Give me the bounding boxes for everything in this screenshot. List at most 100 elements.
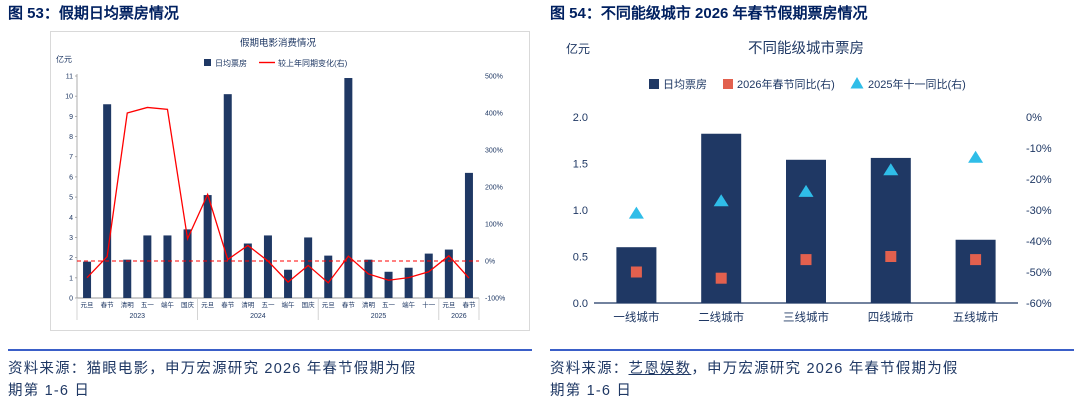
figure-54-title: 图 54：不同能级城市 2026 年春节假期票房情况 [550, 5, 868, 22]
legend-label-nationalday-yoy: 2025年十一同比(右) [868, 77, 966, 91]
source-prefix: 资料来源： [550, 361, 629, 377]
axis-unit-label: 亿元 [56, 54, 72, 64]
legend-label-line: 较上年同期变化(右) [278, 58, 348, 68]
daily-boxoffice-bar [284, 269, 293, 298]
left-axis-tick-label: 0.5 [573, 252, 588, 264]
daily-boxoffice-bar [83, 261, 92, 298]
right-axis-tick-label: -50% [1026, 267, 1052, 279]
category-label: 春节 [462, 300, 476, 309]
category-label: 元旦 [81, 301, 95, 309]
nationalday-yoy-marker [798, 184, 814, 197]
category-label: 元旦 [442, 301, 456, 309]
daily-boxoffice-bar [324, 255, 333, 298]
source-text-line2: 期第 1-6 日 [550, 383, 633, 400]
legend-label-bars: 日均票房 [663, 78, 707, 91]
year-label: 2024 [250, 313, 266, 320]
figure-54-divider [550, 349, 1074, 351]
nationalday-yoy-marker [968, 150, 984, 163]
daily-boxoffice-bar [304, 237, 313, 298]
daily-boxoffice-bar [223, 94, 232, 298]
left-axis-tick-label: 11 [66, 74, 73, 81]
category-label: 春节 [101, 300, 115, 309]
daily-boxoffice-bar [183, 229, 192, 298]
right-axis-tick-label: 300% [485, 148, 503, 155]
category-label: 端午 [161, 300, 175, 309]
spring-yoy-marker [885, 251, 897, 262]
category-label: 五线城市 [953, 310, 999, 324]
nationalday-yoy-marker [628, 206, 644, 219]
legend-triangle-swatch [850, 77, 864, 89]
left-axis-tick-label: 6 [69, 174, 73, 181]
category-label: 一线城市 [613, 310, 659, 324]
spring-yoy-marker [800, 254, 812, 266]
left-axis-tick-label: 1.5 [573, 159, 588, 171]
category-label: 二线城市 [698, 310, 744, 324]
right-axis-tick-label: 0% [1026, 112, 1042, 124]
daily-boxoffice-bar [203, 195, 212, 298]
figure-54-panel: 图 54：不同能级城市 2026 年春节假期票房情况 不同能级城市票房 亿元日均票… [540, 0, 1080, 417]
chart-title: 不同能级城市票房 [748, 40, 864, 57]
figure-53-source: 资料来源：猫眼电影，申万宏源研究 2026 年春节假期为假 期第 1-6 日 [8, 358, 532, 403]
category-label: 春节 [221, 300, 235, 309]
category-label: 国庆 [302, 300, 316, 309]
figure-53-divider [8, 349, 532, 351]
left-axis-tick-label: 2.0 [573, 112, 588, 124]
daily-boxoffice-bar [444, 249, 453, 298]
daily-boxoffice-bar [103, 104, 112, 298]
category-label: 五一 [261, 301, 275, 309]
right-axis-tick-label: -20% [1026, 174, 1052, 186]
figure-53-title: 图 53：假期日均票房情况 [8, 5, 179, 22]
axis-unit-label: 亿元 [566, 41, 590, 56]
category-label: 清明 [241, 300, 255, 309]
right-axis-tick-label: 200% [485, 185, 503, 192]
right-axis-tick-label: -10% [1026, 143, 1052, 155]
daily-boxoffice-bar [344, 78, 353, 298]
spring-yoy-marker [715, 272, 727, 284]
source-link-yienyushu[interactable]: 艺恩娱数 [628, 361, 692, 377]
category-label: 端午 [282, 300, 296, 309]
category-label: 十一 [422, 300, 436, 309]
right-axis-tick-label: 400% [485, 111, 503, 118]
right-axis-tick-label: 500% [485, 74, 503, 81]
left-axis-tick-label: 0 [69, 296, 73, 303]
left-axis-tick-label: 7 [69, 154, 73, 161]
left-axis-tick-label: 1 [69, 275, 73, 282]
spring-yoy-marker [630, 266, 642, 278]
category-label: 四线城市 [868, 310, 914, 324]
left-axis-tick-label: 0.0 [573, 298, 588, 310]
year-label: 2023 [130, 313, 146, 320]
right-axis-tick-label: 100% [485, 222, 503, 229]
spring-yoy-marker [970, 254, 982, 266]
left-axis-tick-label: 8 [69, 134, 73, 141]
category-label: 清明 [362, 300, 376, 309]
legend-label-spring-yoy: 2026年春节同比(右) [737, 77, 835, 91]
left-axis-tick-label: 2 [69, 255, 73, 262]
left-axis-tick-label: 4 [69, 215, 73, 222]
right-axis-tick-label: -30% [1026, 205, 1052, 217]
daily-boxoffice-bar [955, 239, 996, 303]
daily-boxoffice-bar [364, 259, 373, 298]
right-axis-tick-label: -40% [1026, 236, 1052, 248]
figure-54-chart-frame: 不同能级城市票房 亿元日均票房 2026年春节同比(右) 2025年十一同比(右) 0.… [558, 31, 1074, 331]
category-label: 春节 [342, 300, 356, 309]
figure-54-source: 资料来源：艺恩娱数，申万宏源研究 2026 年春节假期为假 期第 1-6 日 [550, 358, 1074, 403]
daily-boxoffice-bar [424, 253, 433, 298]
chart-title: 假期电影消费情况 [240, 37, 317, 49]
daily-boxoffice-bar [404, 267, 413, 298]
source-text-line2: 期第 1-6 日 [8, 383, 91, 400]
daily-boxoffice-bar [123, 259, 132, 298]
legend-square-swatch [723, 79, 733, 89]
nationalday-yoy-marker [713, 194, 729, 207]
legend-label-bars: 日均票房 [215, 58, 247, 68]
left-axis-tick-label: 5 [69, 195, 73, 202]
right-axis-tick-label: -60% [1026, 298, 1052, 310]
daily-boxoffice-bar [870, 157, 911, 303]
year-label: 2025 [371, 313, 387, 320]
daily-boxoffice-bar [163, 235, 172, 298]
left-axis-tick-label: 3 [69, 235, 73, 242]
year-label: 2026 [451, 313, 467, 320]
source-text-rest: ，申万宏源研究 2026 年春节假期为假 [691, 361, 959, 377]
